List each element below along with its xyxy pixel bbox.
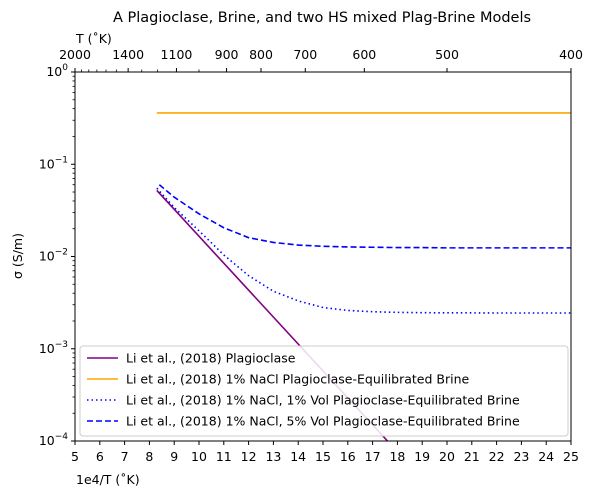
x-tick-label: 22 — [489, 449, 505, 464]
x-tick-label: 12 — [241, 449, 257, 464]
legend: Li et al., (2018) Plagioclase Li et al., … — [79, 345, 569, 437]
x-tick-label: 7 — [121, 449, 129, 464]
x-tick-label: 6 — [96, 449, 104, 464]
x-tick-label: 5 — [71, 449, 79, 464]
y-axis-label: σ (S/m) — [10, 233, 25, 279]
x-tick-label: 15 — [315, 449, 331, 464]
x-tick-label: 10 — [191, 449, 207, 464]
x-tick-label: 18 — [389, 449, 405, 464]
y-tick-label: 10−2 — [39, 248, 68, 264]
y-tick-label: 100 — [46, 63, 68, 79]
y-tick-label: 10−4 — [39, 432, 68, 448]
x-tick-label: 9 — [170, 449, 178, 464]
x-tick-label: 16 — [340, 449, 356, 464]
top-tick-label: 1100 — [161, 47, 193, 62]
top-tick-label: 700 — [293, 47, 317, 62]
series-line-3 — [156, 187, 571, 314]
chart-title: A Plagioclase, Brine, and two HS mixed P… — [113, 10, 531, 26]
x-tick-label: 13 — [265, 449, 281, 464]
axes-layer: 5 6 7 8 9 10 11 12 13 14 15 16 17 18 19 20 21 22 23 24 25 10−… — [39, 47, 583, 464]
x-tick-label: 11 — [216, 449, 232, 464]
y-tick-label: 10−1 — [39, 155, 68, 171]
legend-label-2: Li et al., (2018) 1% NaCl Plagioclase-Eq… — [126, 372, 470, 387]
top-tick-label: 900 — [215, 47, 239, 62]
top-tick-label: 800 — [249, 47, 273, 62]
legend-box — [79, 345, 569, 437]
top-tick-label: 400 — [559, 47, 583, 62]
x-tick-label: 8 — [145, 449, 153, 464]
top-tick-label: 600 — [352, 47, 376, 62]
x-tick-label: 14 — [290, 449, 306, 464]
x-tick-label: 17 — [365, 449, 381, 464]
series-line-4 — [158, 184, 571, 249]
legend-label-4: Li et al., (2018) 1% NaCl, 5% Vol Plagio… — [126, 414, 520, 429]
x-tick-label: 24 — [538, 449, 554, 464]
x-tick-label: 25 — [563, 449, 579, 464]
x-tick-label: 23 — [513, 449, 529, 464]
x-tick-label: 19 — [414, 449, 430, 464]
legend-label-3: Li et al., (2018) 1% NaCl, 1% Vol Plagio… — [126, 393, 520, 408]
top-axis-label: T (˚K) — [75, 31, 112, 46]
x-axis-label: 1e4/T (˚K) — [76, 472, 140, 487]
top-tick-label: 1400 — [112, 47, 144, 62]
top-tick-label: 2000 — [59, 47, 91, 62]
legend-label-1: Li et al., (2018) Plagioclase — [126, 351, 296, 366]
top-tick-label: 500 — [435, 47, 459, 62]
y-tick-label: 10−3 — [39, 340, 68, 356]
x-tick-label: 21 — [464, 449, 480, 464]
x-tick-label: 20 — [439, 449, 455, 464]
